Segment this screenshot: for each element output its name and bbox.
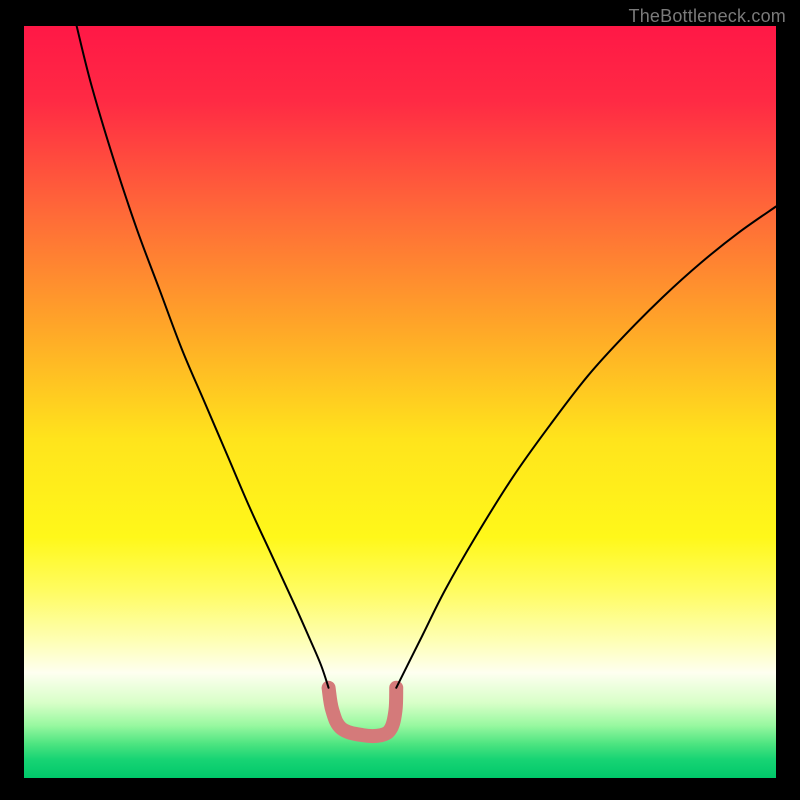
watermark-label: TheBottleneck.com bbox=[629, 6, 786, 27]
border-left bbox=[0, 0, 24, 800]
plot-svg bbox=[24, 26, 776, 778]
border-right bbox=[776, 0, 800, 800]
chart-root: TheBottleneck.com bbox=[0, 0, 800, 800]
border-bottom bbox=[0, 778, 800, 800]
gradient-background bbox=[24, 26, 776, 778]
plot-area bbox=[24, 26, 776, 778]
